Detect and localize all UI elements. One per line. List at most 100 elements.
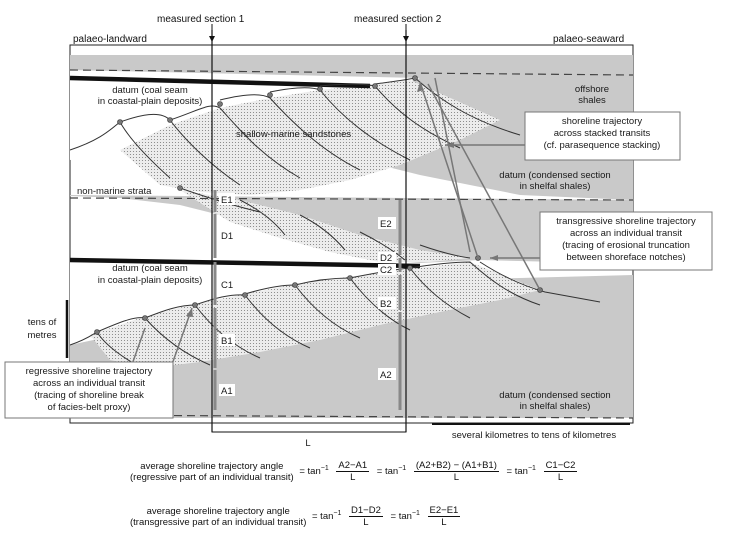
coal-seam-lower bbox=[69, 257, 421, 269]
section1-label: measured section 1 bbox=[157, 14, 245, 25]
datum-coal-lower-line2: in coastal-plain deposits) bbox=[98, 275, 203, 286]
callout-stacked-line1: shoreline trajectory bbox=[562, 116, 643, 127]
offshore-line1: offshore bbox=[575, 84, 609, 95]
datum-coal-upper-line1: datum (coal seam bbox=[112, 85, 188, 96]
section1-arrowhead bbox=[209, 36, 215, 42]
marker-A1: A1 bbox=[221, 386, 233, 397]
middle-clinoforms bbox=[239, 199, 471, 261]
fraction-denominator: L bbox=[441, 517, 447, 528]
section2-arrowhead bbox=[403, 36, 409, 42]
tan-text: = tan bbox=[506, 466, 528, 478]
callout-transgressive-line1: transgressive shoreline trajectory bbox=[556, 216, 696, 227]
non-marine-label: non-marine strata bbox=[77, 186, 152, 197]
upper-shoreline-points bbox=[117, 75, 418, 191]
fraction-numerator: A2−A1 bbox=[336, 460, 370, 472]
section2-markers: E2 D2 C2 B2 A2 bbox=[378, 217, 396, 381]
inverse-sup: −1 bbox=[398, 465, 407, 473]
middle-shale bbox=[70, 195, 633, 263]
fraction-D1-D2: D1−D2 L bbox=[349, 505, 383, 528]
shallow-marine-label: shallow-marine sandstones bbox=[236, 129, 351, 140]
callout-transgressive-line2: across an individual transit bbox=[570, 228, 682, 239]
formula-regressive-tan3: = tan−1 bbox=[507, 465, 536, 477]
landward-label: palaeo-landward bbox=[73, 34, 147, 45]
lower-sandstone-body bbox=[90, 262, 540, 368]
marker-D1: D1 bbox=[221, 231, 233, 242]
datum-line-top bbox=[69, 69, 634, 76]
marker-A2: A2 bbox=[380, 370, 392, 381]
formula-regressive-tan1: = tan−1 bbox=[299, 465, 328, 477]
callout-stacked: shoreline trajectory across stacked tran… bbox=[524, 111, 681, 161]
callout-regressive-line2: across an individual transit bbox=[33, 378, 145, 389]
callout-transgressive: transgressive shoreline trajectory acros… bbox=[539, 211, 713, 271]
middle-sandstone-body bbox=[180, 190, 470, 262]
L-label: L bbox=[305, 438, 310, 449]
formula-transgressive-tan2: = tan−1 bbox=[391, 510, 420, 522]
fraction-C1-C2: C1−C2 L bbox=[543, 460, 578, 483]
formula-transgressive-label: average shoreline trajectory angle (tran… bbox=[130, 506, 306, 528]
section2-label: measured section 2 bbox=[354, 14, 442, 25]
fraction-A2B2-A1B1: (A2+B2) − (A1+B1) L bbox=[413, 460, 499, 483]
tens-of-metres-line2: metres bbox=[27, 330, 56, 341]
formula-transgressive-label-line2: (transgressive part of an individual tra… bbox=[130, 516, 307, 528]
callout-regressive-line4: of facies-belt proxy) bbox=[48, 402, 131, 413]
fraction-denominator: L bbox=[363, 517, 369, 528]
tan-text: = tan bbox=[299, 466, 321, 478]
coal-seam-upper bbox=[69, 75, 371, 89]
datum-coal-upper-line2: in coastal-plain deposits) bbox=[98, 96, 203, 107]
marker-E1: E1 bbox=[221, 195, 233, 206]
fraction-E2-E1: E2−E1 L bbox=[427, 505, 461, 528]
callout-stacked-line2: across stacked transits bbox=[554, 128, 651, 139]
fraction-numerator: E2−E1 bbox=[427, 505, 461, 517]
callout-regressive: regressive shoreline trajectory across a… bbox=[4, 361, 174, 419]
fraction-denominator: L bbox=[557, 472, 564, 483]
marker-D2: D2 bbox=[380, 253, 392, 264]
L-bracket bbox=[211, 425, 407, 433]
inverse-sup: −1 bbox=[333, 510, 342, 518]
fraction-numerator: (A2+B2) − (A1+B1) bbox=[413, 460, 499, 472]
inverse-sup: −1 bbox=[411, 510, 420, 518]
datum-shelf-upper-line1: datum (condensed section bbox=[499, 170, 610, 181]
callout-stacked-line3: (cf. parasequence stacking) bbox=[544, 140, 661, 151]
formula-transgressive: average shoreline trajectory angle (tran… bbox=[130, 505, 462, 528]
tan-text: = tan bbox=[312, 511, 334, 523]
formula-regressive-tan2: = tan−1 bbox=[377, 465, 406, 477]
marker-B2: B2 bbox=[380, 299, 392, 310]
fraction-A2-A1: A2−A1 L bbox=[336, 460, 370, 483]
trajectory-arrows bbox=[129, 77, 545, 371]
datum-shelf-lower-line2: in shelfal shales) bbox=[520, 401, 591, 412]
formula-transgressive-tan1: = tan−1 bbox=[312, 510, 341, 522]
offshore-line2: shales bbox=[578, 95, 606, 106]
callout-transgressive-line3: (tracing of erosional truncation bbox=[562, 240, 690, 251]
formula-regressive-label-line2: (regressive part of an individual transi… bbox=[130, 471, 294, 483]
fraction-numerator: C1−C2 bbox=[543, 460, 578, 472]
formula-transgressive-label-line1: average shoreline trajectory angle bbox=[146, 505, 290, 517]
marker-B1: B1 bbox=[221, 336, 233, 347]
seaward-label: palaeo-seaward bbox=[553, 34, 624, 45]
formula-regressive-label: average shoreline trajectory angle (regr… bbox=[130, 461, 294, 483]
tens-of-metres-line1: tens of bbox=[28, 317, 57, 328]
datum-shelf-lower-line1: datum (condensed section bbox=[499, 390, 610, 401]
upper-clinoforms bbox=[69, 77, 521, 213]
fraction-numerator: D1−D2 bbox=[349, 505, 383, 517]
callout-regressive-line3: (tracing of shoreline break bbox=[34, 390, 144, 401]
marker-C2: C2 bbox=[380, 265, 392, 276]
tan-text: = tan bbox=[390, 511, 412, 523]
section1-markers: E1 D1 C1 B1 A1 bbox=[219, 193, 235, 397]
fraction-denominator: L bbox=[453, 472, 459, 483]
marker-E2: E2 bbox=[380, 219, 392, 230]
marker-C1: C1 bbox=[221, 280, 233, 291]
trajectory-arrowheads bbox=[186, 82, 498, 317]
fraction-denominator: L bbox=[350, 472, 356, 483]
tan-text: = tan bbox=[376, 466, 399, 478]
inverse-sup: −1 bbox=[320, 465, 329, 473]
scale-label: several kilometres to tens of kilometres bbox=[452, 430, 616, 441]
callout-transgressive-line4: between shoreface notches) bbox=[566, 252, 685, 263]
callout-regressive-line1: regressive shoreline trajectory bbox=[26, 366, 153, 377]
formula-regressive: average shoreline trajectory angle (regr… bbox=[130, 460, 579, 483]
formula-regressive-label-line1: average shoreline trajectory angle bbox=[140, 460, 284, 472]
inverse-sup: −1 bbox=[527, 465, 536, 473]
datum-shelf-upper-line2: in shelfal shales) bbox=[520, 181, 591, 192]
datum-line-shelf-upper bbox=[69, 197, 634, 201]
datum-coal-lower-line1: datum (coal seam bbox=[112, 263, 188, 274]
